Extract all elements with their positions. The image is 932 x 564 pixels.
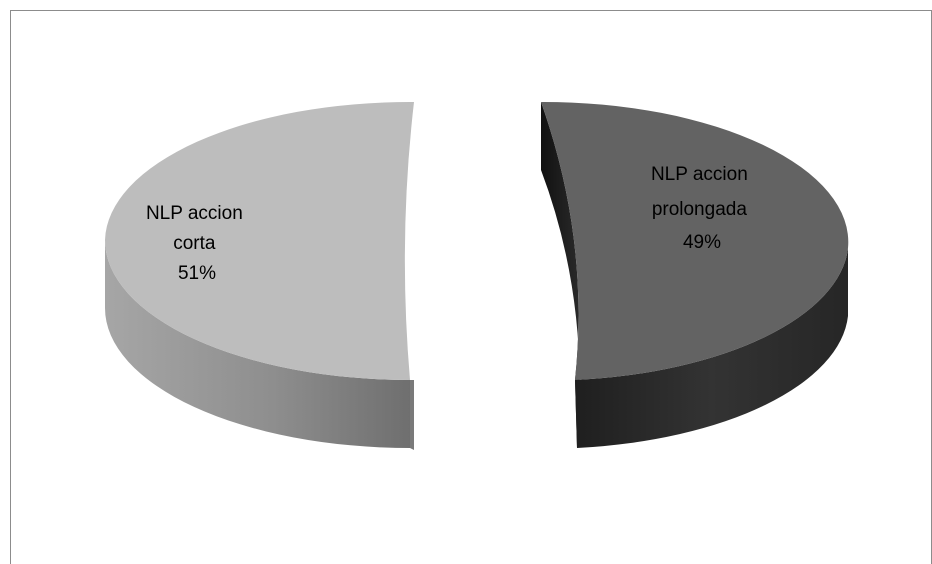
label-prolongada-line-1: NLP accion — [651, 164, 748, 185]
label-corta-percent: 51% — [178, 263, 216, 284]
label-prolongada-line-2: prolongada — [652, 199, 748, 220]
label-prolongada: NLP accion prolongada 49% — [651, 164, 753, 253]
slice-corta-cut — [410, 380, 414, 450]
label-corta-line-1: NLP accion — [146, 203, 243, 224]
slice-prolongada-cut — [541, 102, 580, 448]
slice-corta-side — [105, 240, 410, 448]
label-prolongada-percent: 49% — [683, 232, 721, 253]
slice-nlp-accion-prolongada — [541, 101, 849, 448]
slice-corta-top — [105, 101, 414, 380]
slice-nlp-accion-corta — [105, 101, 414, 450]
label-corta: NLP accion corta 51% — [146, 203, 248, 284]
slice-prolongada-side — [575, 248, 848, 448]
label-corta-line-2: corta — [173, 233, 216, 254]
slice-prolongada-top — [541, 101, 849, 380]
